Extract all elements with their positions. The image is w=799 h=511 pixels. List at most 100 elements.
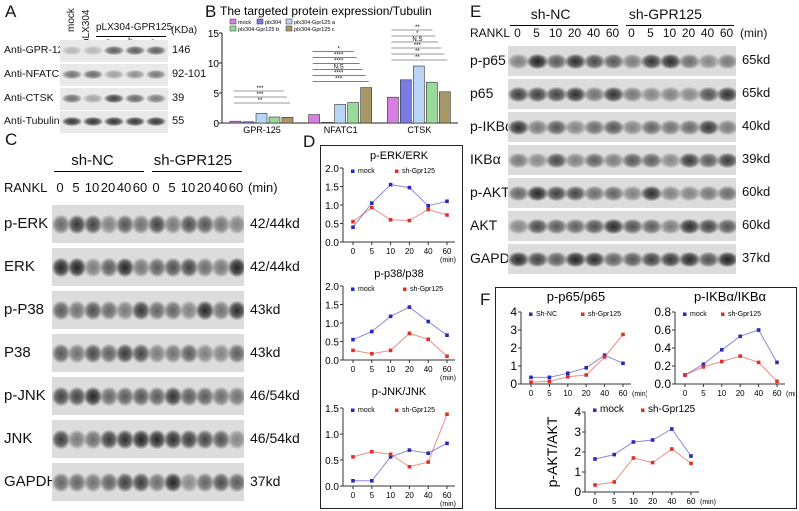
data-point: [445, 213, 449, 217]
blot-strip: [60, 64, 168, 86]
line-chart-p38: p-p38/p38 0.0 0.5 1.0 1.5 2.0 0 5 10 20 40 60(min) m…: [325, 268, 456, 382]
legend-label: mock: [358, 168, 375, 175]
band: [660, 185, 681, 201]
band: [83, 94, 103, 103]
band: [603, 218, 624, 234]
row-label: Anti-Tubulin: [4, 115, 60, 127]
significance-label: **: [415, 55, 420, 61]
legend-label: sh-Gpr125: [402, 407, 435, 414]
series-line: [684, 329, 778, 376]
significance-label: N.S: [334, 65, 344, 71]
blot-strip: [508, 145, 736, 175]
band: [641, 152, 662, 168]
data-point: [445, 333, 449, 338]
legend-marker: [641, 408, 645, 412]
y-tick-label: 0: [574, 485, 581, 499]
band: [622, 152, 643, 168]
band: [52, 429, 70, 449]
row-label: p-p65: [470, 52, 506, 68]
chart-title: p-IKBα/IKBα: [694, 289, 767, 304]
band: [717, 86, 736, 102]
band: [212, 429, 230, 449]
mw-label: 40kd: [742, 118, 771, 133]
data-point: [547, 379, 552, 384]
band: [228, 214, 244, 234]
series-line: [352, 306, 448, 341]
band: [228, 257, 244, 277]
time-label: 10: [662, 26, 677, 40]
x-tick-label: 40: [424, 365, 433, 374]
x-tick-label: 20: [405, 491, 414, 500]
legend-marker: [351, 408, 355, 412]
x-tick-label: 20: [582, 389, 591, 398]
band: [212, 386, 230, 406]
row-label: Anti-NFATC1: [4, 68, 66, 80]
band: [125, 46, 145, 55]
band: [584, 119, 605, 135]
time-label: 0: [152, 180, 160, 195]
band: [698, 218, 719, 234]
data-point: [426, 337, 430, 342]
data-point: [426, 319, 430, 324]
mw-label: 55: [172, 115, 185, 127]
blot-strip: [52, 420, 244, 458]
band: [68, 214, 86, 234]
band: [62, 70, 82, 79]
mw-label: 42/44kd: [250, 215, 300, 231]
blot-strip: [508, 178, 736, 208]
legend-marker: [395, 169, 399, 173]
data-point: [701, 365, 706, 369]
band: [527, 218, 548, 234]
mw-label: 46/54kd: [250, 430, 300, 446]
band: [603, 251, 624, 267]
band: [148, 429, 166, 449]
mw-label: 60kd: [742, 217, 771, 232]
y-tick-label: 1.5: [325, 183, 339, 194]
time-label: 0: [514, 26, 521, 40]
band: [84, 386, 102, 406]
x-tick-label: 5: [612, 497, 617, 506]
band: [164, 472, 182, 492]
chart-title: p-JNK/JNK: [372, 386, 427, 398]
data-point: [566, 375, 570, 379]
row-label: JNK: [4, 430, 33, 447]
legend-label: mock: [600, 404, 625, 415]
band: [100, 386, 118, 406]
band: [196, 386, 214, 406]
legend-label: plx304: [265, 20, 281, 26]
data-point: [351, 479, 355, 483]
legend-marker: [351, 169, 355, 173]
x-unit-label: (min): [632, 391, 647, 398]
data-point: [670, 427, 674, 431]
row-label: p-P38: [4, 301, 45, 318]
x-tick-label: 0: [683, 389, 688, 398]
band: [83, 70, 103, 79]
band: [68, 472, 86, 492]
data-point: [351, 337, 355, 342]
band: [84, 257, 102, 277]
series-line: [594, 448, 692, 486]
data-point: [584, 373, 588, 377]
time-label: 10: [84, 180, 100, 195]
data-point: [388, 348, 393, 353]
x-tick-label: 0: [351, 491, 356, 500]
panel-c-label: C: [5, 130, 18, 149]
band: [84, 472, 102, 492]
significance-label: ***: [256, 92, 264, 98]
bar: [347, 102, 359, 124]
blot-strip: [508, 244, 736, 274]
band: [83, 117, 103, 126]
band: [717, 251, 736, 267]
time-label: 0: [628, 26, 635, 40]
band: [116, 300, 134, 320]
band: [100, 343, 118, 363]
group-line: [626, 25, 734, 26]
data-point: [407, 464, 412, 469]
group-label-shnc: sh-NC: [530, 6, 571, 22]
series-line: [594, 428, 692, 460]
band: [132, 386, 150, 406]
panel-d-frame: [320, 145, 463, 509]
row-label: p-AKT: [470, 184, 510, 200]
x-tick-label: 60: [773, 389, 782, 398]
band: [565, 53, 586, 69]
